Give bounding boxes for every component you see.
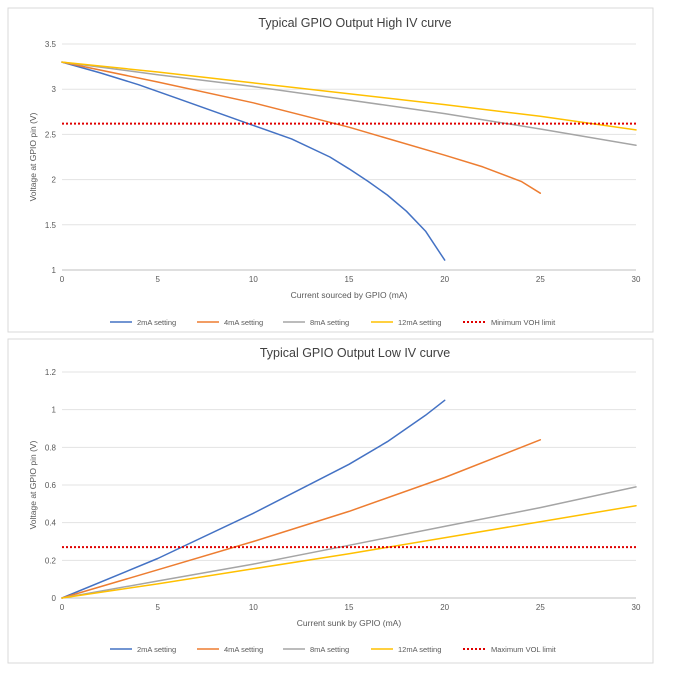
series-line	[61, 439, 542, 599]
y-tick-label: 0.2	[45, 556, 57, 565]
x-tick-label: 0	[60, 603, 65, 612]
y-tick-label: 2	[52, 176, 57, 185]
series-line	[61, 504, 637, 599]
x-tick-label: 15	[345, 275, 354, 284]
y-axis-label: Voltage at GPIO pin (V)	[28, 440, 38, 529]
chart-frame	[7, 338, 654, 664]
x-axis-label: Current sunk by GPIO (mA)	[297, 618, 402, 628]
chart-frame	[7, 7, 654, 333]
y-axis-label: Voltage at GPIO pin (V)	[28, 112, 38, 201]
x-tick-label: 20	[440, 603, 449, 612]
x-tick-label: 15	[345, 603, 354, 612]
x-tick-label: 0	[60, 275, 65, 284]
y-tick-label: 0.6	[45, 481, 57, 490]
x-tick-label: 30	[632, 275, 641, 284]
series-line	[61, 399, 446, 599]
legend-label: Maximum VOL limit	[491, 645, 557, 654]
y-tick-label: 3	[52, 85, 57, 94]
x-tick-label: 5	[155, 275, 160, 284]
x-tick-label: 20	[440, 275, 449, 284]
y-tick-label: 1.2	[45, 368, 57, 377]
chart-title: Typical GPIO Output Low IV curve	[260, 346, 450, 360]
y-tick-label: 1	[52, 266, 57, 275]
legend-label: 4mA setting	[224, 318, 263, 327]
legend-label: Minimum VOH limit	[491, 318, 556, 327]
legend-label: 12mA setting	[398, 645, 441, 654]
legend-label: 4mA setting	[224, 645, 263, 654]
y-tick-label: 2.5	[45, 130, 57, 139]
x-tick-label: 10	[249, 275, 258, 284]
series-line	[61, 61, 542, 194]
y-tick-label: 1.5	[45, 221, 57, 230]
legend-label: 2mA setting	[137, 318, 176, 327]
x-tick-label: 25	[536, 603, 545, 612]
x-axis-label: Current sourced by GPIO (mA)	[291, 290, 408, 300]
y-tick-label: 1	[52, 406, 57, 415]
legend-label: 8mA setting	[310, 318, 349, 327]
legend-label: 2mA setting	[137, 645, 176, 654]
y-tick-label: 0	[52, 594, 57, 603]
series-line	[61, 61, 446, 261]
legend-label: 8mA setting	[310, 645, 349, 654]
series-line	[61, 486, 637, 599]
y-tick-label: 0.8	[45, 443, 57, 452]
y-tick-label: 0.4	[45, 519, 57, 528]
x-tick-label: 5	[155, 603, 160, 612]
y-tick-label: 3.5	[45, 40, 57, 49]
series-line	[61, 61, 637, 146]
chart-title: Typical GPIO Output High IV curve	[258, 16, 451, 30]
legend-label: 12mA setting	[398, 318, 441, 327]
x-tick-label: 30	[632, 603, 641, 612]
x-tick-label: 25	[536, 275, 545, 284]
series-line	[61, 61, 637, 131]
x-tick-label: 10	[249, 603, 258, 612]
